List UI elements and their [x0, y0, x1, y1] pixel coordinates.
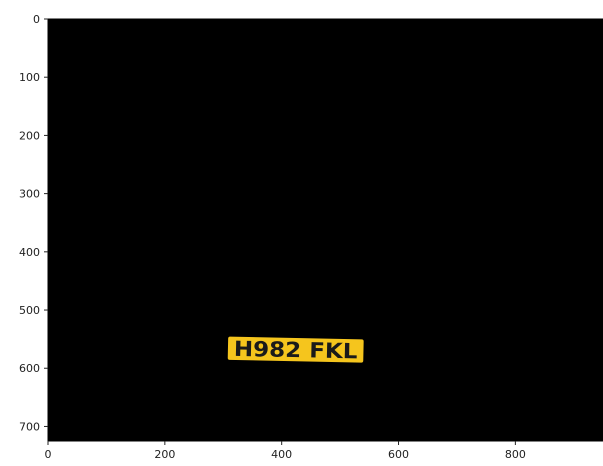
license-plate-background [227, 336, 364, 363]
y-tick-label: 200 [19, 129, 40, 142]
y-axis-ticks: 0 100 200 300 400 500 600 700 [19, 13, 48, 433]
y-tick-label: 300 [19, 188, 40, 201]
x-axis-ticks: 0 200 400 600 800 [45, 441, 526, 461]
y-tick-label: 600 [19, 362, 40, 375]
y-tick-label: 100 [19, 71, 40, 84]
axes-spines [47, 18, 603, 442]
license-plate-text: H982 FKL [234, 337, 358, 364]
x-tick-label: 0 [45, 448, 52, 461]
image-area [48, 19, 603, 441]
x-tick-label: 600 [388, 448, 409, 461]
x-tick-label: 200 [154, 448, 175, 461]
y-tick-label: 0 [33, 13, 40, 26]
y-tick-label: 500 [19, 304, 40, 317]
y-tick-label: 400 [19, 246, 40, 259]
x-tick-label: 400 [271, 448, 292, 461]
license-plate: H982 FKL [227, 336, 364, 364]
y-tick-label: 700 [19, 420, 40, 433]
x-tick-label: 800 [505, 448, 526, 461]
